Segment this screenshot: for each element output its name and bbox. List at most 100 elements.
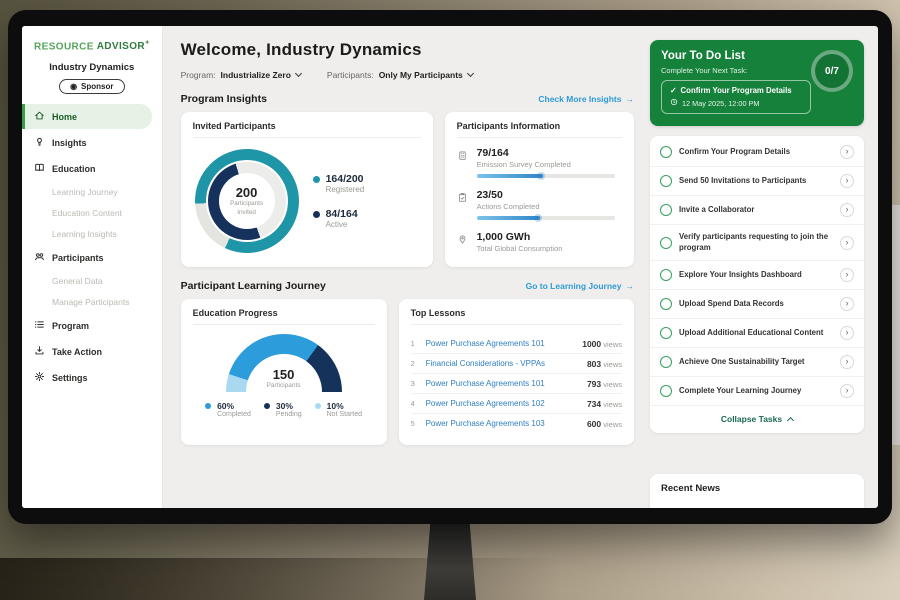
program-filter-label: Program: [180,70,216,80]
task-row[interactable]: Complete Your Learning Journey › [650,377,864,407]
sidebar-item-learning-insights[interactable]: Learning Insights [52,229,117,240]
legend-dot-lightblue [314,403,321,409]
nav-label: Insights [52,137,87,148]
sponsor-badge[interactable]: ◉ Sponsor [59,79,125,95]
task-checkbox[interactable] [660,356,672,369]
task-checkbox[interactable] [660,236,672,249]
education-progress-card: Education Progress 150 Participants [180,299,387,445]
legend-active: 84/164 Active [312,208,365,229]
nav-label: Participants [52,252,104,263]
stat-actions-completed: 23/50 Actions Completed [457,189,622,222]
lesson-link[interactable]: Power Purchase Agreements 102 [425,399,545,408]
emission-progress-bar [476,172,615,180]
sidebar-item-take-action[interactable]: Take Action [22,339,162,364]
lesson-row: 3 Power Purchase Agreements 101 793 view… [410,374,622,394]
invited-participants-card: Invited Participants 200 Participants In… [180,112,433,267]
app-logo: RESOURCE ADVISOR+ [22,38,162,60]
sponsor-label: Sponsor [81,82,114,92]
task-chevron-icon[interactable]: › [840,355,854,370]
task-row[interactable]: Upload Spend Data Records › [650,290,864,320]
lesson-row: 5 Power Purchase Agreements 103 600 view… [410,418,622,429]
page-title: Welcome, Industry Dynamics [180,40,422,59]
participants-filter[interactable]: Participants: Only My Participants [326,69,474,80]
task-chevron-icon[interactable]: › [840,145,854,159]
actions-progress-bar [476,214,615,222]
logo-text-resource: RESOURCE [34,41,94,53]
section-title-program-insights: Program Insights [180,93,267,105]
program-insights-header: Program Insights Check More Insights → [181,93,634,105]
filters-row: Program: Industrialize Zero Participants… [180,69,634,80]
legend-dot-blue [205,403,212,409]
lesson-link[interactable]: Power Purchase Agreements 103 [425,419,545,428]
task-chevron-icon[interactable]: › [840,268,854,283]
stat-emission-survey: 79/164 Emission Survey Completed [457,147,622,180]
task-chevron-icon[interactable]: › [840,203,854,217]
lesson-link[interactable]: Power Purchase Agreements 101 [425,339,545,348]
task-checkbox[interactable] [660,327,672,340]
lesson-row: 4 Power Purchase Agreements 102 734 view… [410,394,622,414]
sidebar-item-education-content[interactable]: Education Content [52,208,122,219]
card-title: Top Lessons [410,308,622,325]
task-row[interactable]: Explore Your Insights Dashboard › [650,261,864,291]
go-to-learning-journey-link[interactable]: Go to Learning Journey → [525,281,635,291]
task-checkbox[interactable] [660,385,672,398]
home-icon [34,110,45,123]
legend-dot-teal [312,176,320,183]
gauge-center-label: Participants [266,382,301,389]
program-filter[interactable]: Program: Industrialize Zero [180,69,302,80]
todo-title: Your To Do List [661,50,745,62]
top-lessons-card: Top Lessons 1 Power Purchase Agreements … [398,299,634,445]
sidebar-item-learning-journey[interactable]: Learning Journey [52,187,118,198]
task-row[interactable]: Confirm Your Program Details › [650,138,864,167]
sidebar-item-home[interactable]: Home [22,104,152,130]
check-more-insights-link[interactable]: Check More Insights → [538,94,634,104]
participants-filter-label: Participants: [326,70,374,80]
lightbulb-icon [34,136,45,149]
nav-label: Home [52,111,78,122]
task-row[interactable]: Send 50 Invitations to Participants › [650,167,864,196]
download-action-icon [34,345,45,358]
sidebar-item-settings[interactable]: Settings [22,365,162,390]
task-chevron-icon[interactable]: › [840,384,854,399]
collapse-tasks-link[interactable]: Collapse Tasks [650,406,864,433]
task-checkbox[interactable] [660,269,672,282]
task-checkbox[interactable] [660,204,672,216]
arrow-right-icon: → [625,281,635,291]
task-row[interactable]: Verify participants requesting to join t… [650,225,864,262]
task-checkbox[interactable] [660,175,672,187]
recent-news-title: Recent News [661,483,721,494]
next-task-box[interactable]: ✓ Confirm Your Program Details 12 May 20… [661,80,811,114]
nav-label: Settings [52,372,88,383]
task-chevron-icon[interactable]: › [840,174,854,188]
task-row[interactable]: Upload Additional Educational Content › [650,319,864,349]
sidebar-item-education[interactable]: Education [22,156,162,181]
sidebar-item-manage-participants[interactable]: Manage Participants [52,297,130,308]
sidebar-item-general-data[interactable]: General Data [52,276,103,287]
task-chevron-icon[interactable]: › [840,235,854,250]
education-legend: 60% Completed 30% Pending [193,401,375,418]
lesson-link[interactable]: Power Purchase Agreements 101 [425,379,545,388]
arrow-right-icon: → [625,94,635,104]
chevron-down-icon [466,69,474,78]
task-chevron-icon[interactable]: › [840,297,854,312]
task-chevron-icon[interactable]: › [840,326,854,341]
task-row[interactable]: Invite a Collaborator › [650,196,864,225]
lesson-link[interactable]: Financial Considerations - VPPAs [425,359,546,368]
sidebar-item-program[interactable]: Program [22,313,162,338]
desk-shadow [0,558,560,600]
legend-dot-navy [312,211,320,218]
legend-registered: 164/200 Registered [312,173,364,194]
task-row[interactable]: Achieve One Sustainability Target › [650,348,864,378]
sidebar-item-participants[interactable]: Participants [22,245,162,270]
donut-center-value: 200 [235,185,258,201]
main-content: Welcome, Industry Dynamics Program: Indu… [163,26,650,508]
check-icon: ✓ [670,86,677,95]
sidebar-item-insights[interactable]: Insights [22,130,162,155]
sidebar-nav: Home Insights Education Learning Journey… [22,104,162,390]
card-title: Invited Participants [192,121,421,138]
location-pin-icon [457,231,469,253]
task-checkbox[interactable] [660,146,672,158]
task-checkbox[interactable] [660,298,672,311]
logo-text-advisor: ADVISOR+ [96,40,150,53]
